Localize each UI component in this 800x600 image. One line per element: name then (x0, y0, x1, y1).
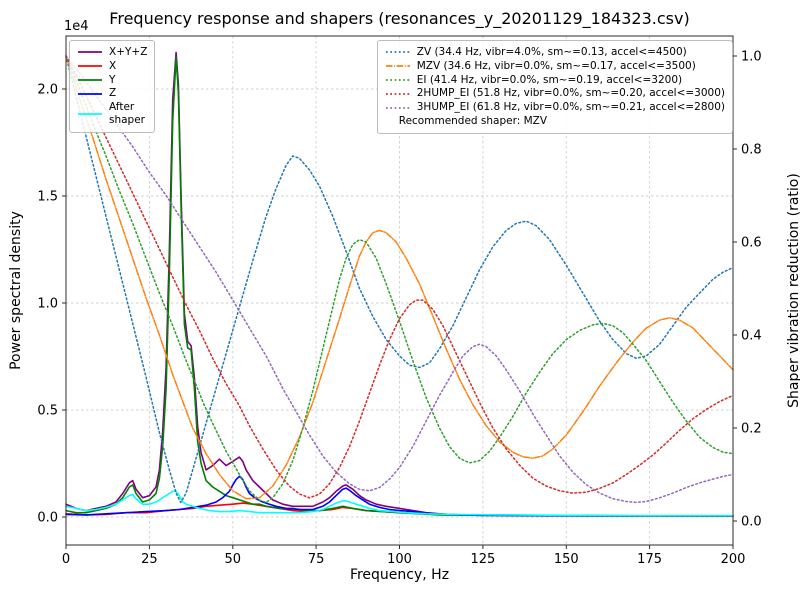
legend-item-label: 2HUMP_EI (51.8 Hz, vibr=0.0%, sm~=0.20, … (416, 87, 725, 100)
shaper-series-mzv (65, 55, 734, 500)
y-right-tick-label: 1.0 (741, 50, 762, 65)
x-tick-label: 125 (470, 552, 495, 567)
y-axis-right-label: Shaper vibration reduction (ratio) (786, 173, 800, 408)
legend-item: After shaper (77, 101, 147, 127)
legend-line-sample (78, 79, 102, 81)
legend-item: MZV (34.6 Hz, vibr=0.0%, sm~=0.17, accel… (385, 60, 725, 73)
legend-item: X (77, 60, 147, 73)
legend-line-sample (385, 65, 410, 68)
legend-item-label: ZV (34.4 Hz, vibr=4.0%, sm~=0.13, accel<… (416, 46, 687, 58)
y-right-tick-label: 0.4 (741, 329, 762, 344)
y-left-tick-label: 0.5 (37, 404, 58, 419)
legend-line-sample (78, 92, 102, 95)
y-right-tick-label: 0.8 (741, 143, 762, 158)
x-tick-label: 50 (225, 552, 242, 567)
legend-item-label: MZV (34.6 Hz, vibr=0.0%, sm~=0.17, accel… (416, 59, 696, 72)
psd-series-x (65, 502, 734, 517)
legend-item-label: Z (109, 87, 117, 100)
shaper-series-ei (65, 55, 734, 504)
legend-note: Recommended shaper: MZV (398, 114, 548, 127)
legend-item: EI (41.4 Hz, vibr=0.0%, sm~=0.19, accel<… (385, 74, 725, 87)
y-left-tick-label: 2.0 (37, 83, 58, 98)
shaper-series-3hump-ei (65, 55, 734, 504)
y-left-tick-label: 1.0 (37, 297, 58, 312)
legend-item-label: X+Y+Z (109, 46, 148, 58)
y-axis-left-label: Power spectral density (8, 211, 24, 370)
legend-item-label: Y (109, 73, 116, 86)
x-tick-label: 75 (308, 552, 325, 567)
shaper-series-zv (65, 55, 734, 504)
legend-item-label: 3HUMP_EI (61.8 Hz, vibr=0.0%, sm~=0.21, … (416, 101, 725, 114)
x-tick-label: 100 (387, 552, 412, 567)
legend-line-sample (78, 51, 102, 54)
psd-series-y (65, 56, 734, 517)
legend-item-label: EI (41.4 Hz, vibr=0.0%, sm~=0.19, accel<… (416, 73, 683, 86)
y-right-tick-label: 0.0 (741, 515, 762, 530)
legend-shapers: ZV (34.4 Hz, vibr=4.0%, sm~=0.13, accel<… (376, 40, 733, 134)
legend-item-label: X (109, 59, 117, 72)
legend-item: Z (77, 87, 147, 100)
legend-psd: X+Y+Z X Y Z After shaper (69, 40, 156, 133)
shaper-series-2hump-ei (65, 55, 734, 499)
y-right-tick-label: 0.2 (741, 422, 762, 437)
legend-line-sample (385, 92, 410, 95)
x-axis-label: Frequency, Hz (349, 567, 450, 583)
y-right-tick-label: 0.6 (741, 236, 762, 251)
legend-item: Y (77, 74, 147, 87)
legend-item: 3HUMP_EI (61.8 Hz, vibr=0.0%, sm~=0.21, … (385, 101, 725, 114)
legend-item: X+Y+Z (77, 46, 147, 59)
y-left-tick-label: 1.5 (37, 190, 58, 205)
y-left-tick-label: 0.0 (37, 511, 58, 526)
legend-item-label: After shaper (109, 101, 146, 126)
y-left-offset-label: 1e4 (64, 19, 89, 34)
x-tick-label: 0 (62, 552, 70, 567)
x-tick-label: 200 (721, 552, 746, 567)
x-tick-label: 25 (141, 552, 158, 567)
psd-series-z (65, 475, 734, 517)
legend-line-sample (78, 113, 102, 115)
legend-item: ZV (34.4 Hz, vibr=4.0%, sm~=0.13, accel<… (385, 46, 725, 59)
x-tick-label: 175 (637, 552, 662, 567)
psd-series-after-shaper (65, 490, 734, 517)
legend-line-sample (385, 106, 410, 109)
legend-line-sample (78, 65, 102, 68)
legend-item: 2HUMP_EI (51.8 Hz, vibr=0.0%, sm~=0.20, … (385, 87, 725, 100)
x-tick-label: 150 (554, 552, 579, 567)
psd-series-xyz (65, 51, 734, 517)
legend-line-sample (385, 51, 410, 54)
chart-title: Frequency response and shapers (resonanc… (109, 9, 690, 28)
legend-line-sample (385, 79, 410, 81)
